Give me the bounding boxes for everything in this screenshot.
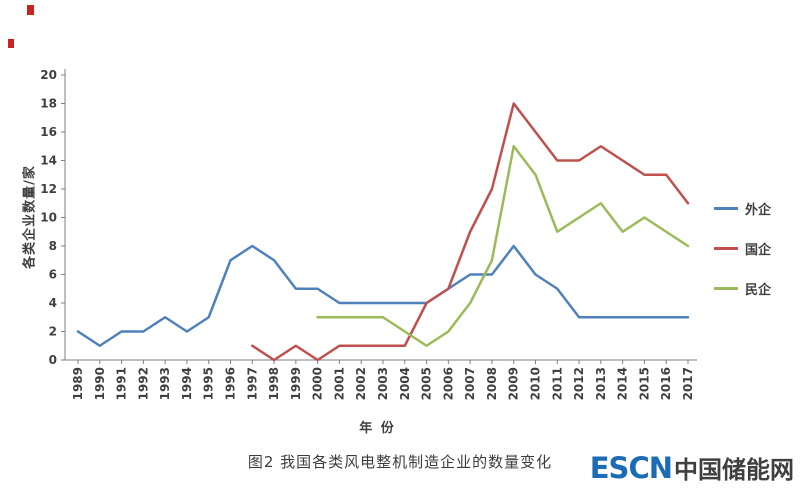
x-tick-label: 1992 [136,367,150,400]
x-tick-label: 2006 [441,367,455,400]
y-axis-title: 各类企业数量/家 [22,165,38,269]
x-tick-label: 1998 [267,367,281,400]
legend-label-foreign: 外企 [745,202,772,218]
x-tick-label: 2002 [354,367,368,400]
legend-label-private: 民企 [745,282,772,298]
legend-label-state: 国企 [745,242,772,258]
x-tick-label: 1990 [93,367,107,400]
legend-item-foreign: 外企 [714,200,772,218]
x-tick-label: 2004 [398,367,412,400]
legend-line-swatch-private [714,286,738,290]
series-line-民企 [316,145,690,347]
x-tick-label: 2014 [616,367,630,400]
y-tick-label: 8 [49,239,57,253]
x-tick-label: 2007 [463,367,477,400]
y-tick-label: 18 [40,97,57,111]
y-tick-label: 6 [49,268,57,282]
x-tick-label: 2000 [311,367,325,400]
y-tick-label: 16 [40,125,57,139]
x-tick-label: 2012 [572,367,586,400]
y-tick-label: 2 [49,325,57,339]
y-tick-label: 14 [40,154,57,168]
red-artifact-mark-1 [27,5,34,15]
legend-line-swatch-state [714,246,738,250]
x-tick-label: 1991 [115,367,129,400]
x-tick-label: 1989 [71,367,85,400]
logo-text-escn: ESCN [589,451,673,485]
x-tick-label: 1994 [180,367,194,400]
legend-line-swatch-foreign [714,206,738,210]
x-tick-label: 2010 [529,367,543,400]
legend-item-private: 民企 [714,280,772,298]
logo-text-cn: 中国储能网 [674,456,794,484]
line-chart-canvas: 0 2 4 6 8 10 12 14 16 18 20 1989 1990 1991 1992 1993 199… [40,68,697,400]
legend-item-state: 国企 [714,240,772,258]
x-tick-label: 2013 [594,367,608,400]
x-tick-label: 2011 [550,367,564,400]
x-axis-title: 年 份 [359,421,396,436]
chart-legend: 外企 国企 民企 [714,200,771,320]
red-artifact-mark-2 [8,39,14,48]
x-tick-label: 2001 [332,367,346,400]
x-tick-label: 2016 [659,367,673,400]
x-tick-label: 1995 [202,367,216,400]
y-tick-label: 10 [40,211,57,225]
escn-logo: ESCN 中国储能网 [590,454,794,483]
y-tick-label: 20 [40,68,57,82]
x-tick-label: 2015 [637,367,651,400]
x-tick-label: 2008 [485,367,499,400]
x-tick-label: 2005 [420,367,434,400]
figure-caption: 图2 我国各类风电整机制造企业的数量变化 [247,453,553,471]
series-line-国企 [251,102,690,362]
x-tick-label: 1993 [158,367,172,400]
series-line-外企 [76,244,690,347]
x-tick-label: 1997 [245,367,259,400]
x-tick-label: 2017 [681,367,695,400]
y-tick-label: 4 [49,296,57,310]
x-tick-label: 1996 [224,367,238,400]
x-tick-label: 2003 [376,367,390,400]
y-tick-label: 12 [40,182,57,196]
x-tick-label: 1999 [289,367,303,400]
y-tick-label: 0 [49,353,57,367]
x-tick-label: 2009 [507,367,521,400]
